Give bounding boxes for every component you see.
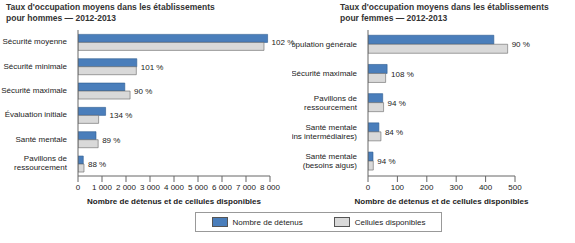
- svg-text:94 %: 94 %: [388, 99, 406, 108]
- svg-text:102 %: 102 %: [272, 38, 295, 47]
- svg-text:500: 500: [508, 183, 522, 192]
- svg-text:400: 400: [479, 183, 493, 192]
- svg-text:3 000: 3 000: [140, 183, 161, 192]
- svg-text:2 000: 2 000: [116, 183, 137, 192]
- svg-text:0: 0: [76, 183, 81, 192]
- svg-text:5 000: 5 000: [188, 183, 209, 192]
- svg-text:Pavillons deressourcement: Pavillons deressourcement: [14, 154, 68, 172]
- svg-text:90 %: 90 %: [134, 87, 152, 96]
- svg-text:Santé mentale(besoins aigus): Santé mentale(besoins aigus): [303, 152, 358, 170]
- svg-text:134 %: 134 %: [110, 111, 133, 120]
- svg-text:Nombre de détenus et de cellul: Nombre de détenus et de cellules disponi…: [355, 197, 529, 206]
- svg-text:Sécurité maximale: Sécurité maximale: [8, 86, 68, 95]
- svg-text:Population générale: Population générale: [292, 40, 358, 49]
- svg-text:Santé mentale: Santé mentale: [15, 135, 67, 144]
- svg-text:7 000: 7 000: [236, 183, 257, 192]
- svg-text:88 %: 88 %: [88, 160, 106, 169]
- svg-text:300: 300: [450, 183, 464, 192]
- svg-text:Sécurité moyenne: Sécurité moyenne: [8, 37, 68, 46]
- html-text:Taux d'occupation moyens dans: Taux d'occupation moyens dans les établi…: [6, 2, 215, 23]
- svg-text:4 000: 4 000: [164, 183, 185, 192]
- svg-text:108 %: 108 %: [391, 70, 414, 79]
- svg-text:Sécurité minimale: Sécurité minimale: [8, 62, 68, 71]
- svg-text:94 %: 94 %: [377, 157, 395, 166]
- svg-text:Évaluation initiale: Évaluation initiale: [8, 110, 68, 119]
- svg-text:Santé mentale(soins intermédia: Santé mentale(soins intermédiaires): [292, 123, 358, 141]
- svg-text:100: 100: [391, 183, 405, 192]
- html-text:Nombre de détenus: Nombre de détenus: [232, 217, 303, 227]
- svg-text:Nombre de détenus et de cellul: Nombre de détenus et de cellules disponi…: [87, 197, 261, 206]
- html-text:Cellules disponibles: Cellules disponibles: [354, 217, 426, 227]
- svg-text:Sécurité maximale: Sécurité maximale: [292, 69, 358, 78]
- html-text:Taux d'occupation moyens dans: Taux d'occupation moyens dans les établi…: [340, 2, 549, 23]
- svg-text:200: 200: [420, 183, 434, 192]
- svg-text:6 000: 6 000: [212, 183, 233, 192]
- svg-text:0: 0: [366, 183, 371, 192]
- svg-text:84 %: 84 %: [385, 128, 403, 137]
- svg-text:8 000: 8 000: [260, 183, 281, 192]
- svg-text:101 %: 101 %: [141, 63, 164, 72]
- svg-text:Pavillons deressourcement: Pavillons deressourcement: [304, 94, 358, 112]
- svg-text:89 %: 89 %: [102, 136, 120, 145]
- svg-text:1 000: 1 000: [92, 183, 113, 192]
- svg-text:90 %: 90 %: [512, 40, 530, 49]
